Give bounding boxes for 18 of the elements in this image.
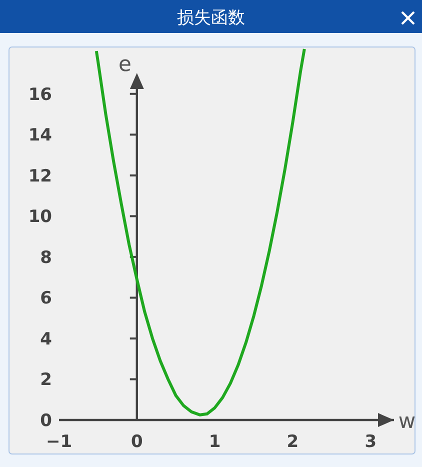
x-tick-label: 0 [130, 432, 143, 452]
line-series [94, 48, 306, 416]
x-tick-label: −1 [46, 432, 72, 452]
y-tick-label: 16 [28, 84, 52, 105]
x-tick-label: 3 [364, 432, 377, 452]
y-tick-label: 10 [28, 207, 52, 228]
y-tick-label: 14 [28, 126, 52, 146]
chart-title: 损失函数 [177, 8, 245, 28]
y-tick-label: 2 [40, 370, 52, 390]
y-tick-label: 8 [40, 248, 52, 268]
x-tick-label: 1 [208, 432, 221, 452]
y-tick-label: 12 [28, 166, 52, 186]
y-tick-label: 6 [40, 288, 52, 309]
y-tick-label: 4 [40, 329, 52, 350]
y-axis-title: e [118, 52, 132, 76]
x-axis-title: w [398, 409, 416, 433]
y-tick-label: 0 [40, 411, 52, 431]
x-tick-label: 2 [286, 432, 299, 452]
